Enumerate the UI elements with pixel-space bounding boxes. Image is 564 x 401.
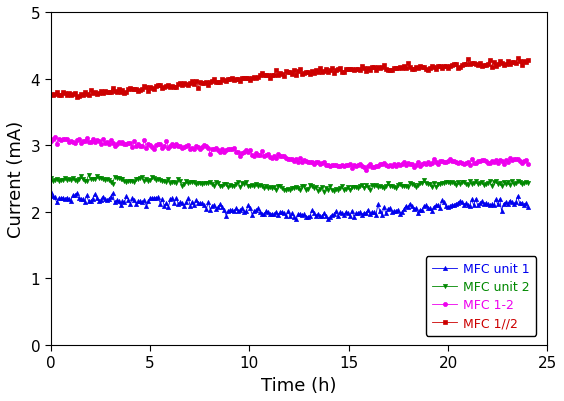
MFC 1-2 xyxy=(81,139,88,144)
MFC unit 2 xyxy=(524,181,531,186)
MFC 1//2 xyxy=(81,91,88,95)
MFC unit 1 xyxy=(524,205,531,210)
MFC 1-2 xyxy=(125,141,132,146)
MFC 1-2 xyxy=(51,135,58,140)
X-axis label: Time (h): Time (h) xyxy=(261,376,337,394)
MFC 1-2 xyxy=(211,147,218,152)
MFC 1//2 xyxy=(125,87,132,92)
MFC 1//2 xyxy=(524,58,531,63)
MFC unit 2 xyxy=(67,178,74,183)
Line: MFC 1//2: MFC 1//2 xyxy=(49,57,530,99)
MFC 1//2 xyxy=(492,65,499,69)
MFC 1//2 xyxy=(47,93,54,97)
MFC unit 1 xyxy=(293,217,299,222)
MFC unit 1 xyxy=(123,194,130,199)
MFC 1-2 xyxy=(524,162,531,167)
MFC unit 2 xyxy=(47,176,54,181)
MFC unit 2 xyxy=(79,178,86,182)
MFC 1-2 xyxy=(69,140,76,145)
MFC 1//2 xyxy=(211,77,218,82)
MFC 1-2 xyxy=(47,139,54,144)
Line: MFC unit 2: MFC unit 2 xyxy=(49,173,530,194)
MFC unit 2 xyxy=(321,190,328,195)
Legend: MFC unit 1, MFC unit 2, MFC 1-2, MFC 1//2: MFC unit 1, MFC unit 2, MFC 1-2, MFC 1//… xyxy=(426,256,536,336)
MFC 1-2 xyxy=(367,162,373,167)
MFC 1-2 xyxy=(363,168,369,173)
MFC 1//2 xyxy=(514,57,521,62)
MFC 1-2 xyxy=(494,162,501,166)
MFC unit 2 xyxy=(125,179,132,184)
Y-axis label: Current (mA): Current (mA) xyxy=(7,121,25,237)
MFC 1//2 xyxy=(364,66,371,71)
MFC 1//2 xyxy=(67,93,74,98)
MFC unit 2 xyxy=(85,173,92,178)
MFC unit 2 xyxy=(211,184,218,188)
MFC unit 1 xyxy=(364,208,371,213)
MFC unit 1 xyxy=(79,197,86,202)
MFC 1//2 xyxy=(73,95,80,100)
MFC unit 1 xyxy=(47,190,54,195)
MFC unit 2 xyxy=(494,182,501,186)
Line: MFC 1-2: MFC 1-2 xyxy=(49,136,530,172)
MFC unit 2 xyxy=(367,188,373,193)
MFC unit 1 xyxy=(492,197,499,202)
Line: MFC unit 1: MFC unit 1 xyxy=(49,191,530,222)
MFC unit 1 xyxy=(67,199,74,204)
MFC unit 1 xyxy=(209,204,215,209)
